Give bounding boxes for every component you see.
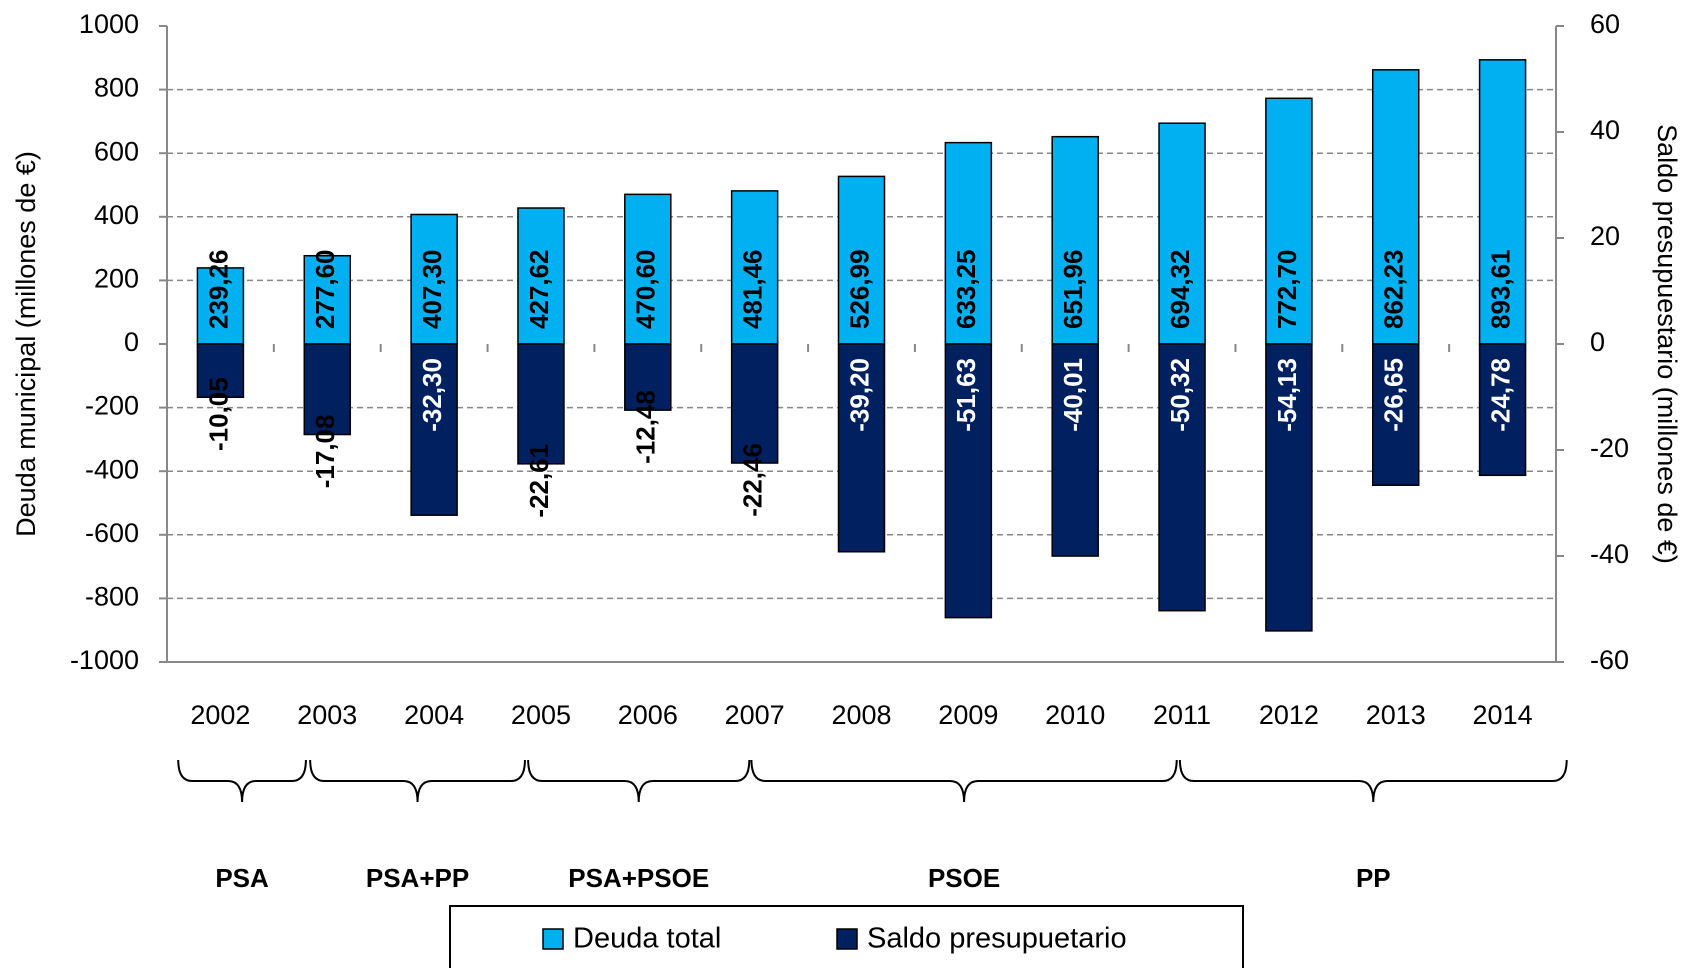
y2-tick-label: 40 [1590,115,1620,145]
y-tick-label: -1000 [70,645,139,675]
value-label: -54,13 [1272,358,1302,432]
value-label: 277,60 [310,249,340,329]
value-label: 772,70 [1272,249,1302,329]
value-label: 470,60 [631,249,661,329]
y-tick-label: 800 [94,73,139,103]
y2-tick-label: 20 [1590,221,1620,251]
bar [1158,343,1206,612]
value-label: -17,08 [310,415,340,489]
value-label: 526,99 [844,249,874,329]
value-label: -22,61 [524,444,554,518]
bar [730,343,779,464]
y2-tick-label: 0 [1590,327,1605,357]
value-label: -39,20 [844,358,874,432]
period-brace [177,759,307,803]
value-label: 427,62 [524,249,554,329]
x-tick-label: 2006 [618,700,678,730]
value-label: 862,23 [1379,249,1409,329]
bar [517,207,565,345]
bar [624,193,672,345]
bar [730,190,779,345]
legend-label: Deuda total [573,923,721,955]
bar [410,213,458,345]
value-label: -22,46 [738,443,768,517]
x-tick-label: 2014 [1473,700,1533,730]
y2-tick-label: -60 [1590,645,1629,675]
bar [837,175,886,345]
period-label: PSOE [928,863,1000,893]
legend-swatch [836,928,858,950]
x-tick-label: 2007 [725,700,785,730]
y-axis-label: Deuda municipal (millones de €) [11,151,41,537]
y-tick-label: -400 [85,454,139,484]
y-tick-label: 400 [94,200,139,230]
y-tick-label: -200 [85,391,139,421]
bar [410,343,458,516]
x-tick-label: 2005 [511,700,571,730]
period-brace [750,759,1178,803]
y2-tick-label: 60 [1590,9,1620,39]
value-label: -26,65 [1379,358,1409,432]
bar [1371,343,1420,486]
bar [837,343,886,553]
y-tick-label: 1000 [79,9,139,39]
value-label: -51,63 [951,358,981,432]
bar [1051,343,1099,557]
x-tick-label: 2010 [1045,700,1105,730]
value-label: -40,01 [1058,358,1088,432]
y2-tick-label: -40 [1590,539,1629,569]
bar [196,343,245,399]
bar [1478,343,1527,477]
period-label: PP [1356,863,1391,893]
value-label: -10,05 [203,377,233,451]
value-label: -50,32 [1165,358,1195,432]
value-label: 651,96 [1058,249,1088,329]
bar [1265,343,1313,632]
bar [624,343,672,411]
x-tick-label: 2009 [938,700,998,730]
bar [303,343,352,436]
bar [1371,69,1420,345]
value-label: -12,48 [631,390,661,464]
y-tick-label: 600 [94,136,139,166]
x-tick-label: 2003 [297,700,357,730]
x-tick-label: 2012 [1259,700,1319,730]
legend-swatch [542,928,564,950]
period-brace [527,759,751,803]
value-label: -24,78 [1485,358,1515,432]
value-label: 694,32 [1165,249,1195,329]
value-label: -32,30 [417,358,447,432]
legend-label: Saldo presupuetario [867,923,1127,955]
value-label: 407,30 [417,249,447,329]
bar [517,343,565,465]
period-label: PSA [215,863,269,893]
period-brace [1178,759,1568,803]
x-tick-label: 2013 [1366,700,1426,730]
bar [1265,97,1313,345]
y-tick-label: -800 [85,582,139,612]
x-tick-label: 2002 [190,700,250,730]
value-label: 893,61 [1485,249,1515,329]
period-label: PSA+PP [366,863,469,893]
y2-axis-label: Saldo presupuestario (millones de €) [1652,124,1682,564]
y-tick-label: 200 [94,264,139,294]
y-tick-label: 0 [124,327,139,357]
bar [944,141,993,345]
value-label: 481,46 [738,249,768,329]
period-brace [309,759,526,803]
x-tick-label: 2011 [1153,700,1211,730]
bar [944,343,993,619]
x-tick-label: 2004 [404,700,464,730]
x-tick-label: 2008 [831,700,891,730]
y-tick-label: -600 [85,518,139,548]
period-label: PSA+PSOE [568,863,709,893]
y2-tick-label: -20 [1590,433,1629,463]
value-label: 239,26 [203,249,233,329]
bar [1051,135,1099,345]
bar [303,254,352,345]
value-label: 633,25 [951,249,981,329]
